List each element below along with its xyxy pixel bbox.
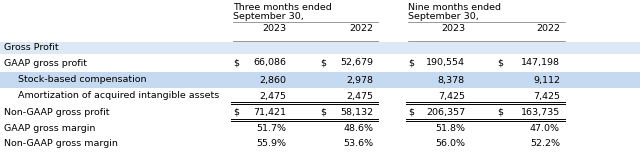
Text: 7,425: 7,425: [438, 91, 465, 101]
Text: 52.2%: 52.2%: [530, 138, 560, 148]
Text: September 30,: September 30,: [408, 12, 479, 21]
Text: September 30,: September 30,: [233, 12, 304, 21]
Text: $: $: [497, 59, 503, 67]
Bar: [0, 42, 640, 54]
Text: 2022: 2022: [349, 24, 373, 33]
Text: $: $: [408, 59, 414, 67]
Text: 55.9%: 55.9%: [256, 138, 286, 148]
Text: $: $: [497, 108, 503, 117]
Text: 206,357: 206,357: [426, 108, 465, 117]
Text: Amortization of acquired intangible assets: Amortization of acquired intangible asse…: [18, 91, 220, 101]
Text: 190,554: 190,554: [426, 59, 465, 67]
Text: 2023: 2023: [441, 24, 465, 33]
Text: 7,425: 7,425: [533, 91, 560, 101]
Text: Stock-based compensation: Stock-based compensation: [18, 75, 147, 85]
Text: Gross Profit: Gross Profit: [4, 43, 59, 53]
Text: 2,860: 2,860: [259, 75, 286, 85]
Text: $: $: [408, 108, 414, 117]
Text: 2,475: 2,475: [259, 91, 286, 101]
Text: 56.0%: 56.0%: [435, 138, 465, 148]
Text: 47.0%: 47.0%: [530, 124, 560, 133]
Text: Three months ended: Three months ended: [233, 3, 332, 12]
Bar: [0, 72, 640, 88]
Text: $: $: [233, 108, 239, 117]
Text: GAAP gross margin: GAAP gross margin: [4, 124, 95, 133]
Text: 8,378: 8,378: [438, 75, 465, 85]
Text: 2,475: 2,475: [346, 91, 373, 101]
Text: 52,679: 52,679: [340, 59, 373, 67]
Text: Nine months ended: Nine months ended: [408, 3, 501, 12]
Text: 2,978: 2,978: [346, 75, 373, 85]
Text: $: $: [320, 108, 326, 117]
Text: 71,421: 71,421: [253, 108, 286, 117]
Text: Non-GAAP gross margin: Non-GAAP gross margin: [4, 138, 118, 148]
Text: 2022: 2022: [536, 24, 560, 33]
Text: 48.6%: 48.6%: [343, 124, 373, 133]
Text: 51.8%: 51.8%: [435, 124, 465, 133]
Text: 58,132: 58,132: [340, 108, 373, 117]
Text: 2023: 2023: [262, 24, 286, 33]
Text: 66,086: 66,086: [253, 59, 286, 67]
Text: GAAP gross profit: GAAP gross profit: [4, 59, 87, 67]
Bar: [0, 0, 640, 42]
Text: 51.7%: 51.7%: [256, 124, 286, 133]
Text: 53.6%: 53.6%: [343, 138, 373, 148]
Text: 147,198: 147,198: [521, 59, 560, 67]
Text: 9,112: 9,112: [533, 75, 560, 85]
Text: $: $: [233, 59, 239, 67]
Text: Non-GAAP gross profit: Non-GAAP gross profit: [4, 108, 109, 117]
Text: 163,735: 163,735: [521, 108, 560, 117]
Text: $: $: [320, 59, 326, 67]
